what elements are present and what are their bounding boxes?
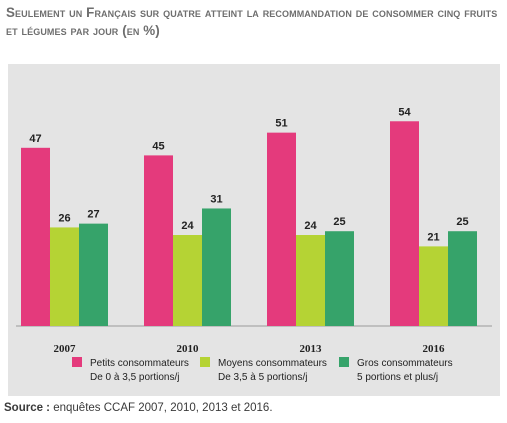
bar-2013-series-1 <box>267 132 296 326</box>
data-label-2007-series-3: 27 <box>87 209 99 221</box>
bar-2007-series-1 <box>21 147 50 326</box>
data-label-2007-series-2: 26 <box>58 212 70 224</box>
source-label: Source : <box>4 402 51 414</box>
legend-swatch-series-1 <box>72 357 82 367</box>
legend-label-line1-series-3: Gros consommateurs <box>357 358 453 369</box>
x-tick-label-2013: 2013 <box>300 343 323 355</box>
bar-2016-series-3 <box>448 231 477 326</box>
data-label-2016-series-3: 25 <box>456 216 468 228</box>
bar-chart: 47 26 27 2007 45 24 31 2010 51 24 25 2013 54 21 25 2016… <box>16 106 492 383</box>
data-label-2016-series-2: 21 <box>427 231 439 243</box>
bar-2010-series-2 <box>173 235 202 326</box>
legend-label-line2-series-3: 5 portions et plus/j <box>357 372 438 383</box>
data-label-2013-series-3: 25 <box>333 216 345 228</box>
legend-label-line2-series-2: De 3,5 à 5 portions/j <box>218 372 308 383</box>
bar-2016-series-2 <box>419 246 448 326</box>
data-label-2013-series-1: 51 <box>275 118 287 130</box>
bar-2007-series-3 <box>79 223 108 326</box>
legend-swatch-series-3 <box>339 357 349 367</box>
data-label-2010-series-1: 45 <box>152 140 164 152</box>
x-tick-label-2007: 2007 <box>54 343 77 355</box>
bar-2007-series-2 <box>50 227 79 326</box>
source-text: enquêtes CCAF 2007, 2010, 2013 et 2016. <box>50 402 273 414</box>
data-label-2010-series-2: 24 <box>181 220 194 232</box>
bar-2013-series-3 <box>325 231 354 326</box>
x-tick-label-2010: 2010 <box>177 343 200 355</box>
chart-title: Seulement un Français sur quatre atteint… <box>6 5 498 38</box>
data-label-2007-series-1: 47 <box>29 133 41 145</box>
bar-2010-series-1 <box>144 155 173 326</box>
bar-2010-series-3 <box>202 208 231 326</box>
bar-2016-series-1 <box>390 121 419 326</box>
bar-2013-series-2 <box>296 235 325 326</box>
data-label-2016-series-1: 54 <box>398 106 411 118</box>
data-label-2013-series-2: 24 <box>304 220 317 232</box>
x-tick-label-2016: 2016 <box>423 343 446 355</box>
chart-panel: 47 26 27 2007 45 24 31 2010 51 24 25 2013 54 21 25 2016… <box>8 64 500 396</box>
source-note: Source : enquêtes CCAF 2007, 2010, 2013 … <box>4 402 273 414</box>
legend-swatch-series-2 <box>200 357 210 367</box>
legend-label-line2-series-1: De 0 à 3,5 portions/j <box>90 372 180 383</box>
legend-label-line1-series-2: Moyens consommateurs <box>218 358 327 369</box>
legend-label-line1-series-1: Petits consommateurs <box>90 358 189 369</box>
data-label-2010-series-3: 31 <box>210 193 222 205</box>
